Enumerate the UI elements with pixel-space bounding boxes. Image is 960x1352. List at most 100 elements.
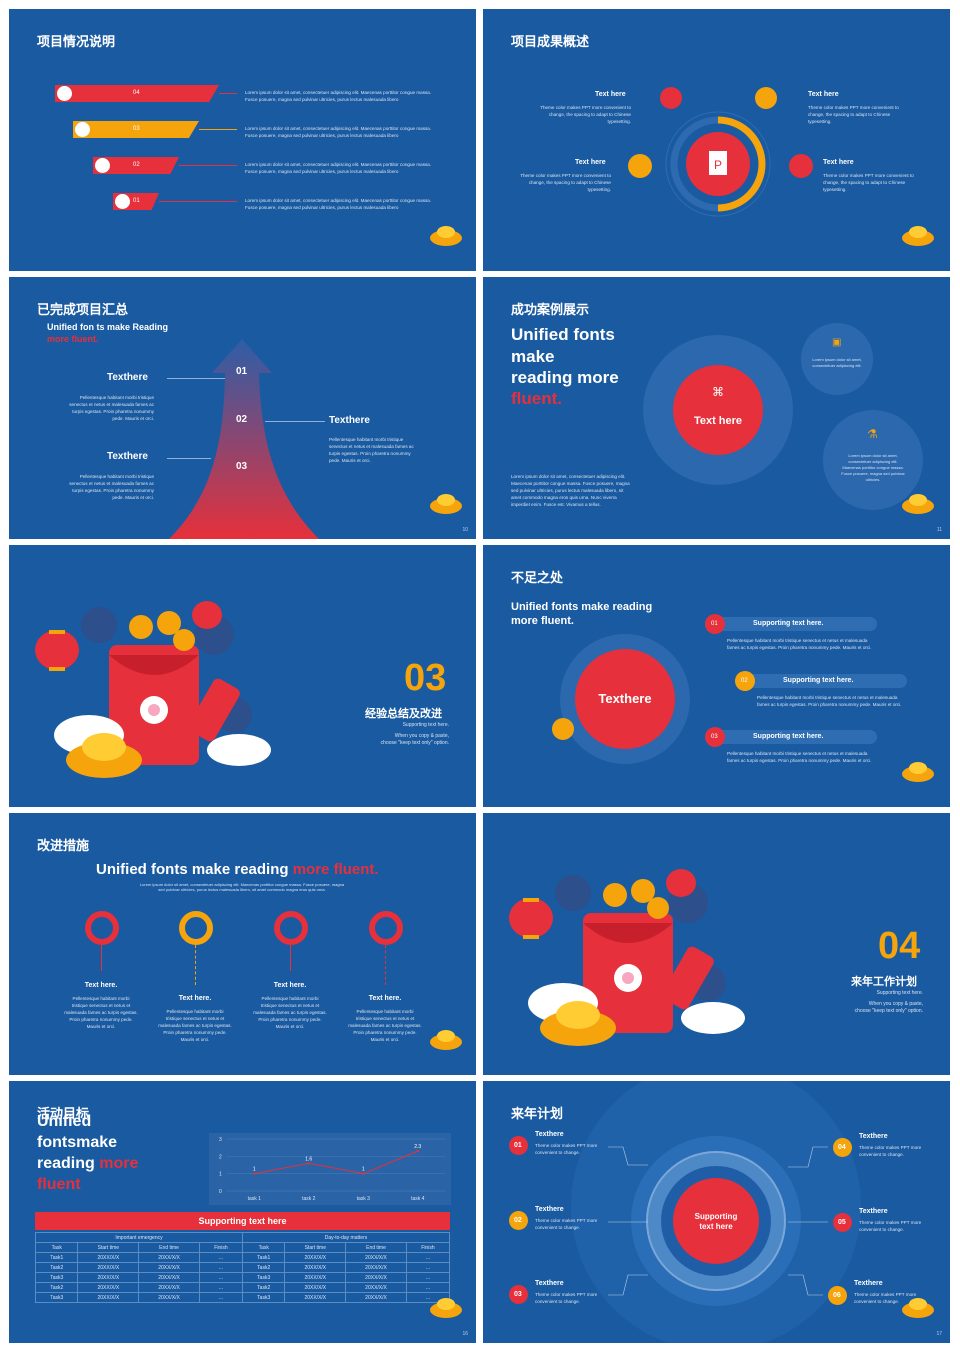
badge-01 [509,1136,528,1155]
column-header: End time [345,1242,407,1253]
item-num: 02 [741,678,748,684]
bar-num: 04 [133,90,140,96]
bar-03 [73,121,199,138]
slide-9[interactable]: 活动目标 Unified fontsmake reading more flue… [9,1081,476,1343]
column-header: Start time [284,1242,347,1253]
subtitle-red: more fluent. [47,334,99,344]
item-label: Supporting text here. [783,677,854,684]
heading-line: more fluent. [511,615,574,627]
connector [179,165,237,166]
stem [101,945,102,971]
heading-white: reading [37,1155,100,1172]
center-label: Supporting [694,1212,738,1221]
badge-num: 03 [514,1291,522,1298]
slide-title: 项目成果概述 [511,35,590,50]
table-cell: 20XX/X/X [284,1272,347,1283]
flask-icon: ⚗ [867,427,878,441]
subtitle: Unified fon ts make Reading [47,322,169,332]
slide-5[interactable]: 03 经验总结及改进 Supporting text here. When yo… [9,545,476,807]
table-cell: ... [198,1262,243,1273]
group-header: Day-to-day matters [241,1232,451,1243]
slide-title: 活动目标 [37,1107,90,1122]
table-cell: 20XX/X/X [345,1252,407,1263]
table-cell: 20XX/X/X [345,1282,407,1293]
page-number: 10 [462,527,468,533]
data-point [416,1149,419,1153]
badge-03 [509,1285,528,1304]
table-cell: 20XX/X/X [284,1292,347,1303]
center-circle [575,649,675,749]
text-here-label: Text here [823,159,854,166]
connector [159,201,237,202]
chart-background [209,1133,451,1205]
item-num: 03 [711,734,718,740]
table-cell: 20XX/X/X [284,1282,347,1293]
headline: Unified fonts make reading more fluent. [96,861,379,878]
stem [385,945,387,985]
item-pill-02 [735,674,907,688]
y-tick-label: 3 [219,1137,222,1143]
item-label: Supporting text here. [753,733,824,740]
gold-ingot-icon [430,494,462,514]
image-icon [789,154,813,178]
connector [167,458,211,459]
heading-line: fontsmake [37,1134,118,1151]
slide-6[interactable]: 不足之处 Unified fonts make reading more flu… [483,545,950,807]
table-cell: 20XX/X/X [77,1272,140,1283]
gold-ingot-icon [902,1298,934,1318]
item-badge-03 [705,727,725,747]
item-desc: Theme color makes PPT more convenient to… [859,1145,922,1157]
item-pill-01 [705,617,877,631]
sub-text: Lorem ipsum dolor sit amet, consectetuer… [139,882,345,892]
slide-7[interactable]: 改进措施 Unified fonts make reading more flu… [9,813,476,1075]
table-cell: ... [405,1272,451,1283]
column-desc: Pellentesque habitant morbi tristique se… [253,996,327,1029]
chart-icon [75,122,90,137]
stem [195,945,197,985]
progress-ring: P [665,111,771,217]
slide-title: 不足之处 [511,571,564,586]
new-year-illustration [35,601,271,778]
table-header-bar [35,1212,450,1230]
ring-3 [274,911,308,945]
bar-num: 02 [133,162,140,168]
table-cell: Task2 [34,1282,79,1293]
gold-ingot-icon [902,762,934,782]
desc-text: Theme color makes PPT more convenient to… [520,173,611,192]
texthere-label: Texthere [107,451,148,462]
slide-3[interactable]: 已完成项目汇总 Unified fon ts make Reading more… [9,277,476,539]
column-header: End time [138,1242,200,1253]
badge-num: 01 [514,1142,522,1149]
badge-04 [833,1138,852,1157]
table-cell: Task3 [34,1292,79,1303]
slide-4[interactable]: 成功案例展示 Unified fonts make reading more f… [483,277,950,539]
desc-text: Theme color makes PPT more convenient to… [808,105,899,124]
table-cell: Task1 [241,1252,286,1263]
table-cell: 20XX/X/X [77,1282,140,1293]
step-num: 01 [236,366,248,377]
column-desc: Pellentesque habitant morbi tristique se… [64,996,138,1029]
heading-line: Unified [37,1113,92,1130]
data-label: 1 [253,1167,256,1173]
column-label: Text here. [84,982,118,989]
column-header: Finish [405,1242,451,1253]
stem [290,945,291,971]
slide-10[interactable]: 来年计划 Supporting text here 01 Texthere Th… [483,1081,950,1343]
heading-line: Unified fonts make reading [511,601,653,613]
table-cell: ... [405,1292,451,1303]
heading-line-red: fluent. [511,389,562,408]
y-tick-label: 2 [219,1154,222,1160]
slide-8[interactable]: 04 来年工作计划 Supporting text here. When you… [483,813,950,1075]
table-cell: 20XX/X/X [284,1252,347,1263]
x-tick-label: task 2 [302,1196,316,1202]
table-cell: ... [198,1252,243,1263]
data-point [253,1172,256,1175]
headline-red: more fluent. [292,861,379,878]
table-title: Supporting text here [198,1216,287,1226]
goal-table: Important emergency Day-to-day matters Ta… [34,1232,451,1303]
slide-1[interactable]: 项目情况说明 04 03 02 01 Lorem ipsum dolor sit… [9,9,476,271]
table-cell: Task1 [34,1252,79,1263]
headline-white: Unified fonts make reading [96,861,289,878]
slide-2[interactable]: 项目成果概述 P Text here Theme color makes PPT… [483,9,950,271]
center-label: Texthere [598,691,652,706]
